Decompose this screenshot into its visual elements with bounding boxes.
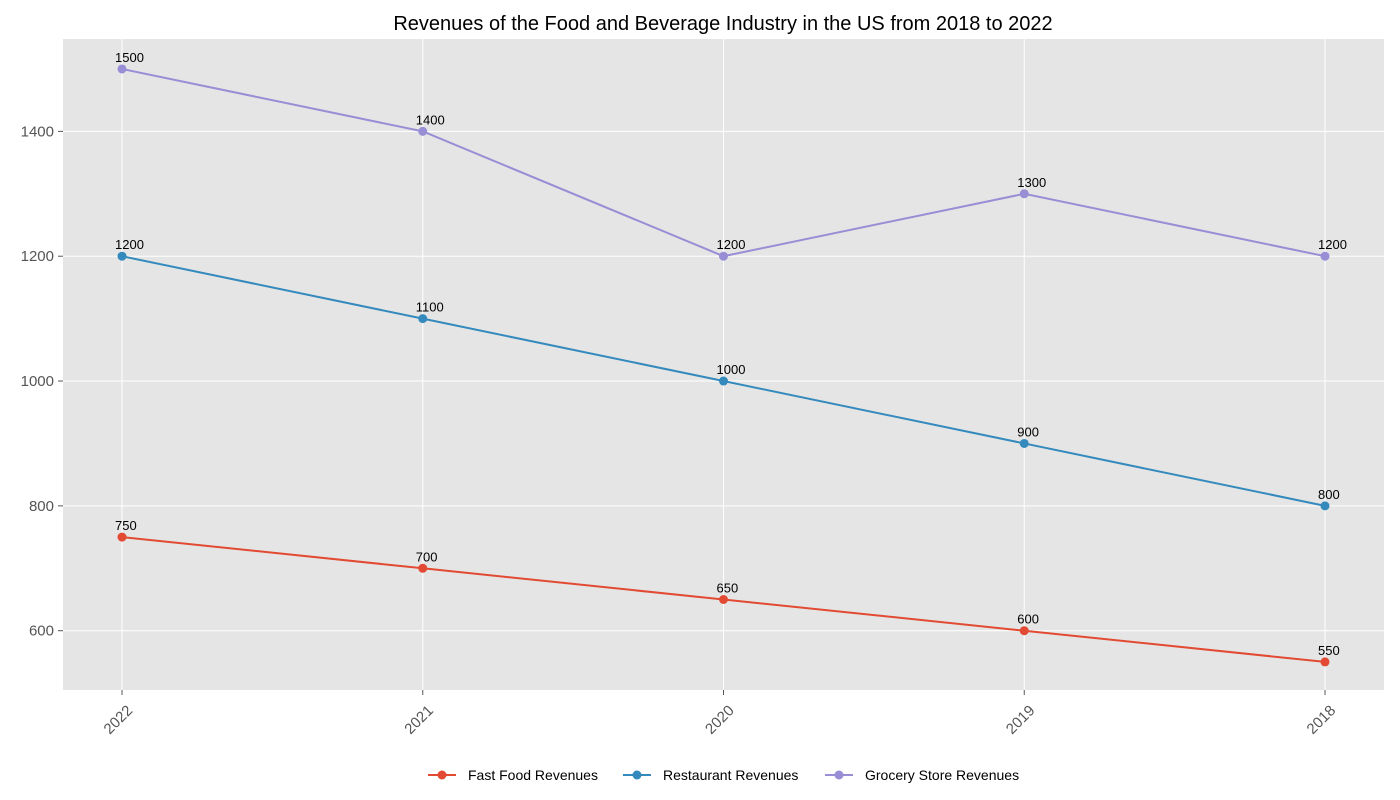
data-label: 1300 — [1017, 175, 1046, 190]
legend-item: Fast Food Revenues — [428, 767, 598, 783]
chart-title: Revenues of the Food and Beverage Indust… — [393, 13, 1052, 35]
data-point — [117, 532, 127, 542]
series-1: 1200 1100 1000 900 800 — [115, 237, 1340, 511]
data-point — [1320, 251, 1330, 261]
data-label: 1200 — [115, 237, 144, 252]
data-label: 900 — [1017, 424, 1039, 439]
data-label: 1400 — [416, 112, 445, 127]
data-point — [117, 251, 127, 261]
data-point — [1320, 501, 1330, 511]
data-point — [117, 64, 127, 74]
data-label: 750 — [115, 518, 137, 533]
data-label: 1000 — [717, 362, 746, 377]
legend: Fast Food Revenues Restaurant Revenues Gro… — [428, 767, 1019, 783]
legend-swatch-marker — [632, 770, 642, 780]
x-tick-label: 2018 — [1304, 702, 1340, 738]
data-label: 700 — [416, 549, 438, 564]
data-label: 1200 — [717, 237, 746, 252]
data-point — [719, 376, 728, 386]
x-tick-label: 2021 — [401, 702, 437, 738]
data-point — [418, 314, 428, 324]
data-label: 800 — [1318, 487, 1340, 502]
data-point — [1019, 438, 1029, 448]
legend-item: Restaurant Revenues — [623, 767, 798, 783]
data-label: 1100 — [416, 300, 444, 315]
legend-item: Grocery Store Revenues — [825, 767, 1019, 783]
legend-label: Restaurant Revenues — [663, 767, 798, 783]
legend-swatch-marker — [437, 770, 447, 780]
data-point — [418, 126, 428, 136]
data-point — [719, 251, 728, 261]
x-tick-label: 2020 — [702, 702, 738, 738]
data-label: 1500 — [115, 50, 144, 65]
data-point — [719, 594, 728, 604]
y-tick-label: 800 — [29, 498, 54, 515]
y-tick-label: 1000 — [21, 373, 54, 390]
data-point — [1019, 626, 1029, 636]
data-label: 1200 — [1318, 237, 1347, 252]
x-tick-label: 2019 — [1003, 702, 1039, 738]
legend-swatch-marker — [834, 770, 844, 780]
data-label: 600 — [1017, 612, 1039, 627]
series-layer: 750 700 650 600 550 1200 1100 1000 900 800 1500 140… — [115, 50, 1347, 667]
y-tick-label: 1200 — [21, 248, 54, 265]
data-point — [418, 563, 428, 573]
x-axis: 2022 2021 2020 2019 2018 — [101, 690, 1340, 738]
legend-label: Fast Food Revenues — [468, 767, 598, 783]
data-point — [1019, 189, 1029, 199]
series-2: 1500 1400 1200 1300 1200 — [115, 50, 1347, 261]
data-point — [1320, 657, 1330, 667]
data-label: 650 — [717, 580, 739, 595]
y-tick-label: 1400 — [21, 123, 54, 140]
series-0: 750 700 650 600 550 — [115, 518, 1340, 667]
y-axis: 600 800 1000 1200 1400 — [21, 123, 63, 640]
y-tick-label: 600 — [29, 623, 54, 640]
x-tick-label: 2022 — [101, 702, 137, 738]
data-label: 550 — [1318, 643, 1340, 658]
legend-label: Grocery Store Revenues — [865, 767, 1019, 783]
